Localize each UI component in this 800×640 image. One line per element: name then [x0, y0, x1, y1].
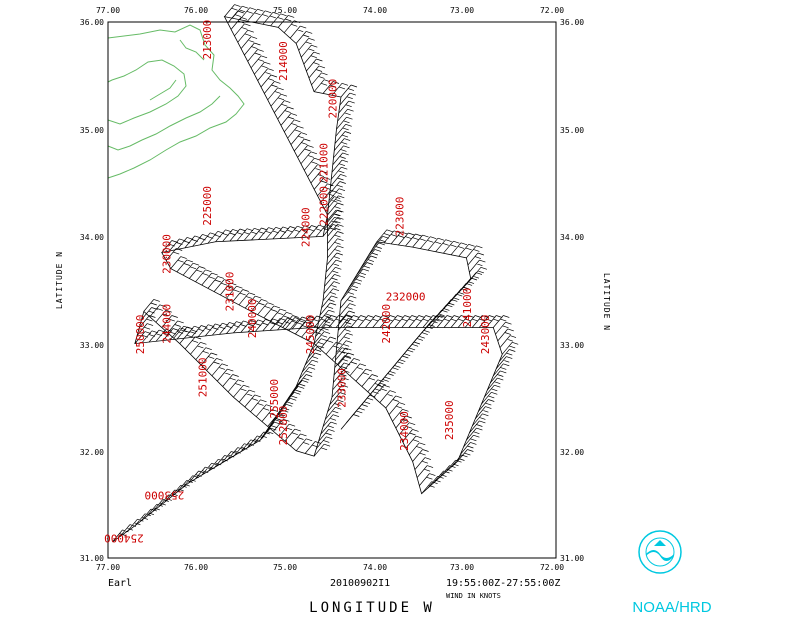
flight-track — [112, 16, 503, 543]
y-tick-label: 33.00 — [80, 341, 104, 350]
time-label: 253000 — [144, 489, 184, 502]
noaa-logo — [638, 530, 682, 574]
time-label: 254000 — [104, 531, 144, 544]
y-tick-label: 35.00 — [80, 126, 104, 135]
time-label: 250000 — [134, 315, 147, 355]
x-tick-label: 76.00 — [184, 563, 208, 572]
y-axis-title-right: LATITUDE N — [602, 273, 611, 331]
y-tick-label: 36.00 — [560, 18, 584, 27]
time-label: 242000 — [380, 304, 393, 344]
y-tick-label: 34.00 — [560, 233, 584, 242]
wind-barb-set — [112, 4, 519, 543]
track-line — [112, 16, 503, 543]
y-tick-labels-left: 36.00 35.00 34.00 33.00 32.00 31.00 — [80, 18, 104, 563]
x-axis-title: LONGITUDE W — [309, 600, 435, 616]
time-label: 245000 — [304, 315, 317, 355]
time-labels: 213000 214000 220000 221000 222000 223000 2240… — [104, 20, 492, 545]
x-tick-label: 75.00 — [273, 563, 297, 572]
time-label: 214000 — [277, 41, 290, 81]
y-tick-label: 35.00 — [560, 126, 584, 135]
x-tick-label: 74.00 — [363, 563, 387, 572]
time-label: 240000 — [246, 298, 259, 338]
time-label: 252000 — [277, 406, 290, 446]
time-label: 243000 — [479, 315, 492, 355]
time-range: 19:55:00Z-27:55:00Z — [446, 578, 560, 589]
y-tick-label: 34.00 — [80, 233, 104, 242]
time-label: 251000 — [197, 357, 210, 397]
x-tick-label: 75.00 — [273, 6, 297, 15]
time-label: 232000 — [386, 291, 426, 304]
time-label: 231000 — [223, 272, 236, 312]
x-tick-labels-bottom: 77.00 76.00 75.00 74.00 73.00 72.00 — [96, 563, 564, 572]
time-label: 244000 — [161, 304, 174, 344]
time-label: 235000 — [443, 400, 456, 440]
x-tick-label: 72.00 — [540, 6, 564, 15]
time-label: 224000 — [300, 207, 313, 247]
y-tick-label: 31.00 — [80, 554, 104, 563]
x-tick-labels-top: 77.00 76.00 75.00 74.00 73.00 72.00 — [96, 6, 564, 15]
y-tick-label: 32.00 — [80, 448, 104, 457]
y-tick-labels-right: 36.00 35.00 34.00 33.00 32.00 31.00 — [560, 18, 584, 563]
time-label: 225000 — [201, 186, 214, 226]
coastline — [107, 24, 245, 179]
x-tick-label: 74.00 — [363, 6, 387, 15]
x-tick-label: 77.00 — [96, 6, 120, 15]
time-label: 221000 — [318, 143, 331, 183]
time-label: 234000 — [398, 411, 411, 451]
time-label: 222000 — [318, 186, 331, 226]
units-label: WIND IN KNOTS — [446, 592, 501, 600]
y-tick-label: 31.00 — [560, 554, 584, 563]
storm-name: Earl — [108, 578, 132, 589]
y-tick-label: 36.00 — [80, 18, 104, 27]
time-label: 241000 — [461, 288, 474, 328]
x-tick-label: 72.00 — [540, 563, 564, 572]
x-tick-label: 76.00 — [184, 6, 208, 15]
flight-id: 20100902I1 — [330, 578, 390, 589]
time-label: 223000 — [394, 197, 407, 237]
time-label: 255000 — [268, 379, 281, 419]
y-tick-label: 33.00 — [560, 341, 584, 350]
wind-barbs — [112, 4, 519, 543]
x-tick-label: 73.00 — [450, 6, 474, 15]
x-tick-label: 73.00 — [450, 563, 474, 572]
time-label: 230000 — [161, 234, 174, 274]
time-label: 213000 — [201, 20, 214, 60]
time-label: 233000 — [335, 368, 348, 408]
agency-label: NOAA/HRD — [632, 599, 711, 616]
time-label: 220000 — [327, 79, 340, 119]
y-axis-title-left: LATITUDE N — [55, 251, 64, 309]
y-tick-label: 32.00 — [560, 448, 584, 457]
x-tick-label: 77.00 — [96, 563, 120, 572]
plot-frame — [107, 21, 557, 559]
